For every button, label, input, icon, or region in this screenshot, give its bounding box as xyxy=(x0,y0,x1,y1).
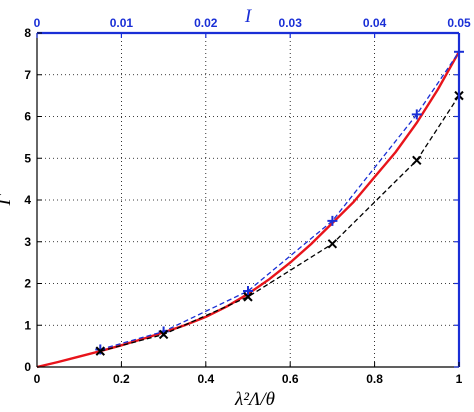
x-axis-title: λ²Λ/θ xyxy=(234,389,275,410)
y-tick-label: 2 xyxy=(24,277,31,291)
y-tick-label: 7 xyxy=(24,68,31,82)
y-tick-label: 1 xyxy=(24,318,31,332)
x-tick-label: 0.6 xyxy=(282,372,299,386)
x-tick-label: 0.4 xyxy=(197,372,214,386)
y-axis-title: Γ xyxy=(0,193,15,206)
data-point xyxy=(243,286,253,297)
y-tick-label: 6 xyxy=(24,110,31,124)
x-tick-label: 0 xyxy=(34,372,41,386)
top-tick-label: 0.03 xyxy=(279,16,303,30)
top-tick-label: 0.01 xyxy=(110,16,134,30)
axes xyxy=(36,31,461,368)
top-tick-label: 0.05 xyxy=(447,16,471,30)
top-tick-label: 0 xyxy=(34,16,41,30)
y-tick-label: 0 xyxy=(24,360,31,374)
data-point xyxy=(243,292,253,302)
data-point xyxy=(411,109,422,120)
data-point xyxy=(412,155,422,166)
y-tick-label: 3 xyxy=(24,235,31,249)
y-tick-label: 5 xyxy=(24,151,31,165)
series-layer xyxy=(36,46,464,369)
data-point xyxy=(158,329,169,340)
y-tick-label: 4 xyxy=(24,193,31,207)
data-point xyxy=(327,239,338,249)
y-tick-label: 8 xyxy=(24,26,31,40)
x-tick-label: 1 xyxy=(456,372,463,386)
series-line-2 xyxy=(100,95,460,352)
data-point xyxy=(327,215,338,226)
top-tick-label: 0.02 xyxy=(194,16,218,30)
top-tick-label: 0.04 xyxy=(363,16,387,30)
series-line-1 xyxy=(100,51,460,351)
data-point xyxy=(95,346,106,356)
x-tick-label: 0.8 xyxy=(366,372,383,386)
grid xyxy=(37,33,459,367)
data-point xyxy=(95,344,106,355)
top-axis-title: I xyxy=(244,6,253,27)
series-line-0 xyxy=(36,51,461,369)
x-tick-label: 0.2 xyxy=(113,372,130,386)
